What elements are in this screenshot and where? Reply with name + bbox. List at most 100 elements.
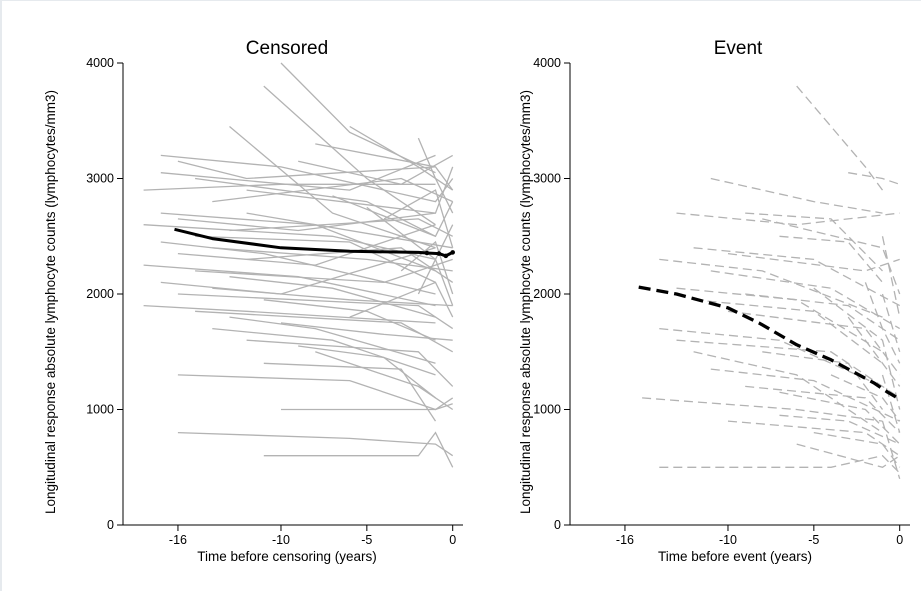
censored-individual-line — [195, 258, 453, 284]
event-individual-line — [710, 177, 883, 214]
frame-top-edge — [0, 0, 921, 1]
event-individual-line — [779, 414, 900, 445]
event-individual-line — [796, 85, 884, 191]
censored-individual-line — [177, 293, 454, 330]
censored-individual-line — [229, 276, 436, 318]
censored-individual-line — [349, 125, 454, 191]
event-y-tick-label: 3000 — [533, 172, 561, 186]
censored-individual-line — [177, 224, 436, 266]
censored-individual-line — [177, 374, 454, 411]
censored-individual-line — [143, 304, 436, 324]
event-individual-line — [676, 212, 900, 226]
censored-y-axis-label: Longitudinal response absolute lymphocyt… — [43, 90, 58, 514]
event-panel: 0 1000 2000 3000 4000 -16 -10 -5 0 Event Time befo… — [518, 38, 910, 564]
censored-individual-line — [400, 240, 454, 295]
censored-x-axis-label: Time before censoring (years) — [197, 549, 377, 564]
event-individual-line — [779, 235, 883, 283]
event-individual-line — [727, 310, 901, 376]
censored-y-tick-label: 2000 — [86, 287, 114, 301]
censored-individual-line — [298, 154, 454, 185]
censored-individual-line — [417, 257, 454, 306]
event-individual-line — [796, 443, 901, 469]
censored-panel: 0 1000 2000 3000 4000 -16 -10 -5 0 Censored Time b… — [43, 38, 463, 564]
censored-individual-line — [195, 177, 436, 237]
censored-mean-line — [174, 227, 454, 258]
event-mean-line — [638, 285, 901, 401]
event-individual-line — [659, 327, 883, 387]
censored-mean-point — [443, 253, 449, 259]
censored-individual-line — [281, 403, 453, 411]
event-title: Event — [714, 38, 763, 59]
censored-x-tick-label: -5 — [361, 533, 372, 547]
event-individual-line — [779, 391, 901, 445]
censored-individual-line — [246, 247, 454, 283]
event-individual-line — [864, 282, 901, 364]
censored-individual-line — [229, 218, 453, 237]
censored-individual-line — [349, 281, 454, 318]
event-individual-line — [881, 374, 901, 433]
censored-title: Censored — [246, 38, 328, 59]
censored-individual-line — [383, 189, 454, 248]
event-individual-line — [762, 218, 901, 295]
censored-individual-line — [246, 339, 454, 387]
event-individual-line — [881, 293, 901, 352]
event-individual-line — [727, 420, 901, 457]
censored-x-tick-label: -10 — [272, 533, 290, 547]
censored-individual-line — [195, 235, 436, 283]
event-individual-line — [676, 339, 901, 399]
event-y-tick-label: 4000 — [533, 56, 561, 70]
censored-individual-line — [280, 322, 453, 341]
event-x-tick-label: -10 — [719, 533, 737, 547]
event-individual-line — [813, 287, 901, 410]
event-individual-line — [710, 368, 900, 422]
event-individual-line — [693, 247, 901, 307]
event-individual-line — [710, 270, 901, 330]
event-y-tick-label: 0 — [554, 518, 561, 532]
event-individual-line — [642, 397, 883, 422]
censored-individual-line — [212, 327, 436, 376]
censored-individual-line — [315, 143, 454, 191]
event-individual-line — [830, 374, 901, 422]
censored-individual-line — [160, 154, 436, 191]
event-x-axis-label: Time before event (years) — [658, 549, 812, 564]
event-individual-line — [693, 351, 883, 434]
event-individual-line — [881, 420, 901, 479]
censored-y-tick-label: 1000 — [86, 403, 114, 417]
censored-x-tick-label: 0 — [449, 533, 456, 547]
censored-y-tick-label: 0 — [107, 518, 114, 532]
censored-mean-point — [424, 250, 430, 256]
censored-individual-line — [212, 287, 453, 307]
event-individual-line — [659, 258, 883, 318]
event-individual-line — [881, 236, 901, 318]
event-y-tick-label: 1000 — [533, 403, 561, 417]
event-individual-line — [847, 316, 901, 387]
censored-y-tick-label: 4000 — [86, 56, 114, 70]
censored-mean-point — [436, 251, 442, 256]
censored-individual-line — [263, 299, 436, 341]
event-individual-line — [745, 212, 883, 272]
censored-individual-line — [263, 362, 437, 422]
censored-individual-line — [280, 62, 436, 174]
censored-individual-line — [315, 351, 454, 411]
event-individual-line — [848, 172, 900, 185]
event-y-tick-label: 2000 — [533, 287, 561, 301]
censored-individual-line — [160, 241, 436, 295]
censored-individual-line — [177, 160, 436, 180]
censored-individual-line — [417, 137, 454, 214]
event-individual-line — [659, 454, 901, 474]
censored-individual-line — [246, 212, 453, 249]
censored-individual-line — [195, 310, 454, 353]
event-individual-line — [745, 385, 901, 434]
censored-individual-line — [177, 431, 454, 457]
censored-individual-line — [332, 195, 454, 238]
censored-individual-line — [263, 431, 454, 468]
event-x-tick-label: 0 — [896, 533, 903, 547]
censored-y-tick-label: 3000 — [86, 172, 114, 186]
event-x-tick-label: -16 — [616, 533, 634, 547]
censored-individual-line — [143, 183, 436, 191]
frame-left-edge — [0, 0, 2, 591]
censored-x-tick-label: -16 — [169, 533, 187, 547]
event-individual-line — [762, 351, 884, 410]
censored-individual-line — [212, 247, 453, 272]
